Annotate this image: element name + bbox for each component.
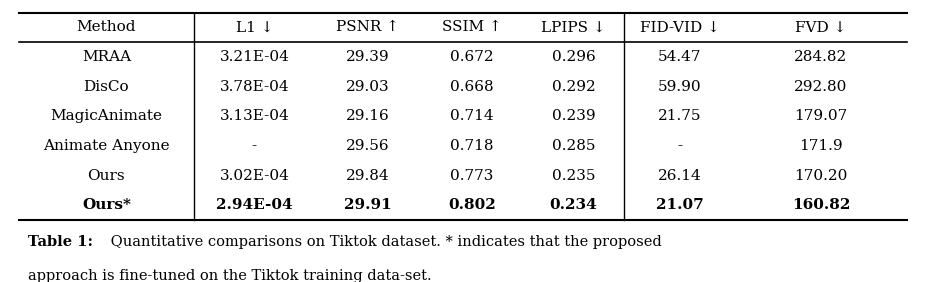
Text: 26.14: 26.14: [658, 169, 702, 182]
Text: 29.39: 29.39: [346, 50, 389, 64]
Text: 2.94E-04: 2.94E-04: [216, 198, 292, 212]
Text: 170.20: 170.20: [795, 169, 847, 182]
Text: SSIM ↑: SSIM ↑: [442, 21, 501, 34]
Text: 0.718: 0.718: [450, 139, 494, 153]
Text: 0.235: 0.235: [551, 169, 596, 182]
Text: LPIPS ↓: LPIPS ↓: [541, 21, 606, 34]
Text: Ours: Ours: [88, 169, 125, 182]
Text: 179.07: 179.07: [795, 109, 847, 123]
Text: 29.91: 29.91: [344, 198, 391, 212]
Text: 0.802: 0.802: [448, 198, 496, 212]
Text: DisCo: DisCo: [83, 80, 130, 94]
Text: 284.82: 284.82: [795, 50, 847, 64]
Text: 0.668: 0.668: [450, 80, 494, 94]
Text: 0.296: 0.296: [551, 50, 596, 64]
Text: 0.773: 0.773: [450, 169, 493, 182]
Text: FID-VID ↓: FID-VID ↓: [640, 21, 720, 34]
Text: 0.292: 0.292: [551, 80, 596, 94]
Text: 29.84: 29.84: [346, 169, 389, 182]
Text: 3.78E-04: 3.78E-04: [219, 80, 290, 94]
Text: 0.672: 0.672: [450, 50, 494, 64]
Text: Table 1:: Table 1:: [28, 235, 92, 250]
Text: Animate Anyone: Animate Anyone: [43, 139, 169, 153]
Text: 3.21E-04: 3.21E-04: [219, 50, 290, 64]
Text: 0.714: 0.714: [450, 109, 494, 123]
Text: 54.47: 54.47: [658, 50, 702, 64]
Text: 59.90: 59.90: [658, 80, 702, 94]
Text: -: -: [677, 139, 683, 153]
Text: 29.56: 29.56: [346, 139, 389, 153]
Text: MagicAnimate: MagicAnimate: [50, 109, 163, 123]
Text: 3.13E-04: 3.13E-04: [219, 109, 290, 123]
Text: 0.234: 0.234: [549, 198, 598, 212]
Text: approach is fine-tuned on the Tiktok training data-set.: approach is fine-tuned on the Tiktok tra…: [28, 269, 431, 282]
Text: Method: Method: [77, 21, 136, 34]
Text: FVD ↓: FVD ↓: [796, 21, 846, 34]
Text: PSNR ↑: PSNR ↑: [336, 21, 400, 34]
Text: -: -: [252, 139, 257, 153]
Text: MRAA: MRAA: [81, 50, 131, 64]
Text: 29.16: 29.16: [346, 109, 389, 123]
Text: 21.07: 21.07: [656, 198, 704, 212]
Text: L1 ↓: L1 ↓: [236, 21, 273, 34]
Text: 171.9: 171.9: [799, 139, 843, 153]
Text: Quantitative comparisons on Tiktok dataset. * indicates that the proposed: Quantitative comparisons on Tiktok datas…: [106, 235, 662, 250]
Text: Ours*: Ours*: [82, 198, 130, 212]
Text: 292.80: 292.80: [795, 80, 847, 94]
Text: 3.02E-04: 3.02E-04: [219, 169, 290, 182]
Text: 29.03: 29.03: [346, 80, 389, 94]
Text: 21.75: 21.75: [658, 109, 702, 123]
Text: 0.239: 0.239: [551, 109, 596, 123]
Text: 160.82: 160.82: [792, 198, 850, 212]
Text: 0.285: 0.285: [551, 139, 596, 153]
